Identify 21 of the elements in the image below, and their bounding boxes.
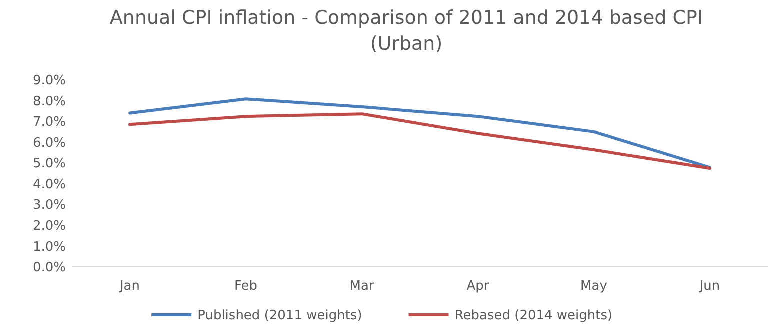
x-tick-label: Apr	[466, 279, 490, 294]
x-tick-label: Feb	[234, 279, 258, 294]
x-tick-label: Mar	[350, 279, 375, 294]
line-series	[128, 98, 712, 170]
y-tick-label: 8.0%	[32, 94, 66, 110]
y-tick-label: 2.0%	[32, 218, 66, 234]
x-tick-label: Jun	[698, 279, 720, 294]
y-tick-label: 9.0%	[32, 74, 66, 89]
y-tick-label: 3.0%	[32, 198, 66, 214]
chart-title: Annual CPI inflation - Comparison of 2011 and 2014 based CPI (Urban)	[110, 7, 704, 55]
legend-label: Rebased (2014 weights)	[454, 308, 613, 324]
y-tick-label: 6.0%	[32, 136, 66, 151]
x-tick-label: May	[580, 279, 608, 294]
x-tick-label: Jan	[118, 279, 140, 294]
y-tick-label: 0.0%	[32, 260, 66, 276]
y-tick-label: 7.0%	[32, 115, 66, 130]
y-tick-label: 4.0%	[32, 177, 66, 192]
legend-label: Published (2011 weights)	[198, 308, 362, 324]
y-tick-label: 5.0%	[32, 156, 66, 172]
y-tick-label: 1.0%	[32, 240, 66, 255]
line-series	[128, 112, 712, 170]
